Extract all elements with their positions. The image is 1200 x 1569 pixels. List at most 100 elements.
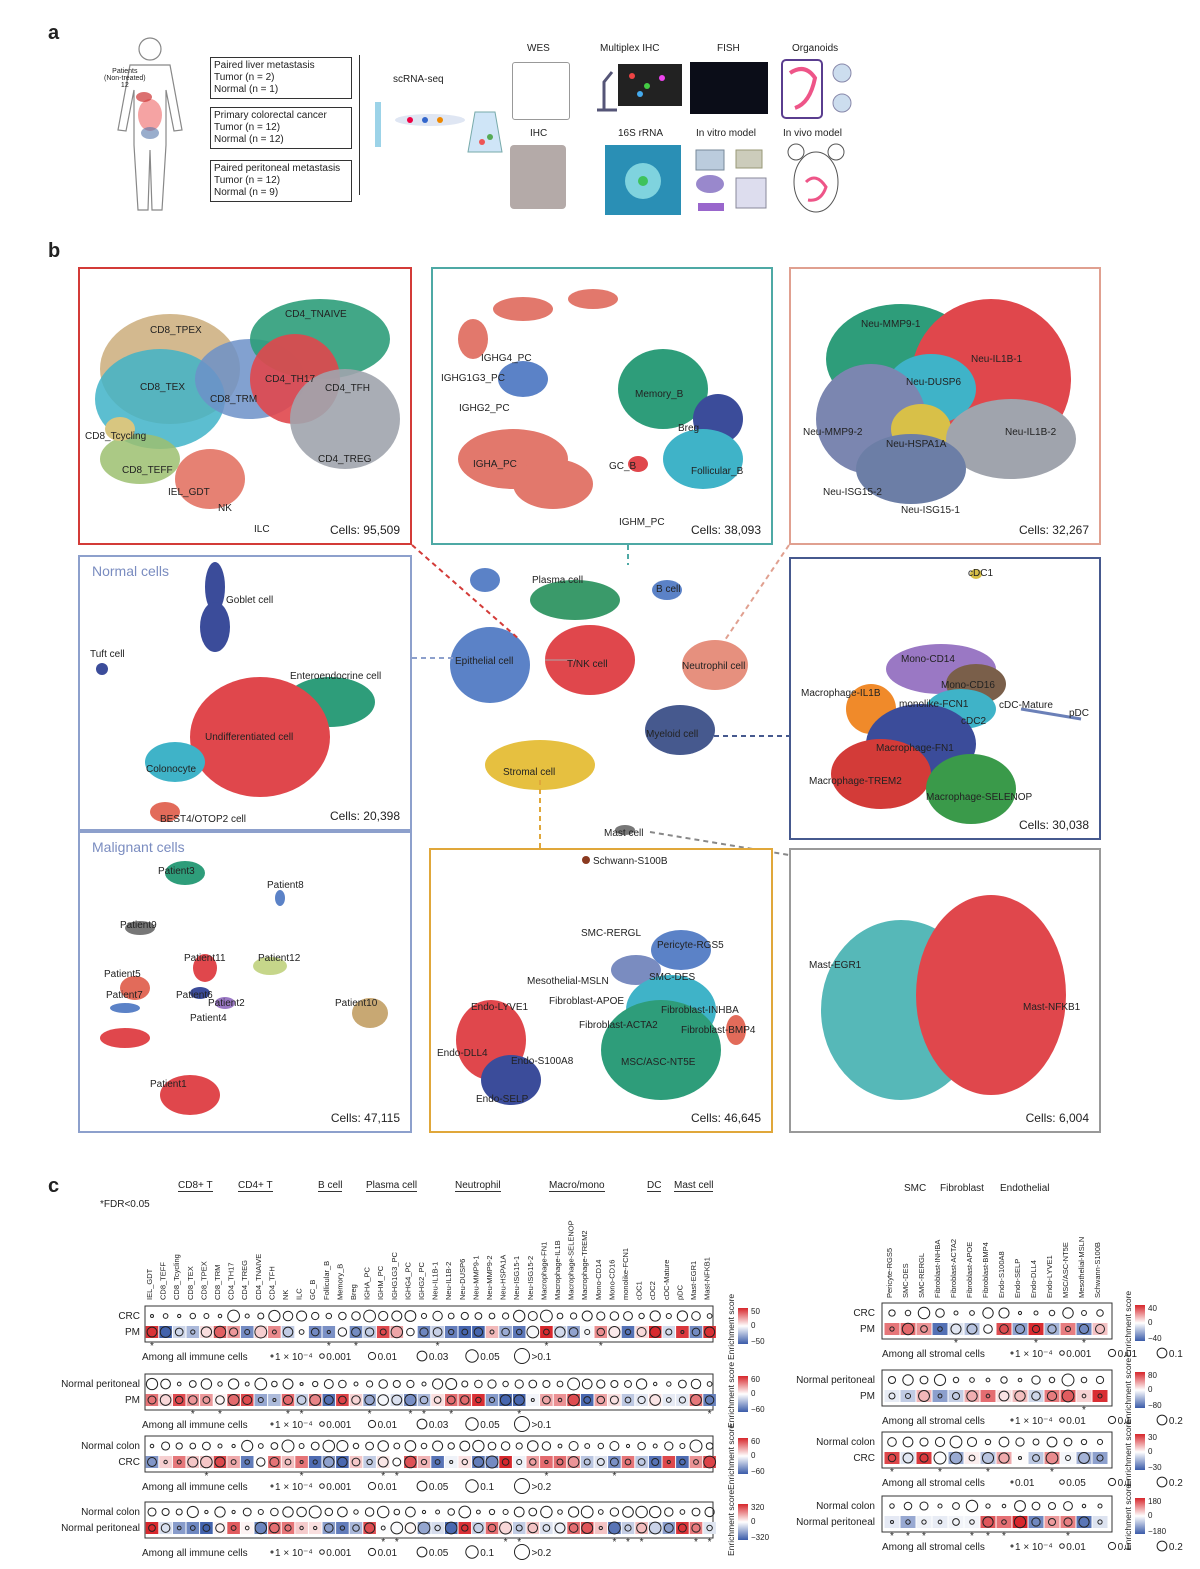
significance-star: * (890, 1467, 894, 1478)
enrichment-dot (985, 1393, 991, 1399)
enrichment-dot (568, 1440, 579, 1452)
enrichment-dot (217, 1443, 223, 1449)
enrichment-cell (308, 1394, 322, 1406)
enrichment-dot (556, 1312, 564, 1320)
enrichment-cell (948, 1390, 964, 1402)
enrichment-cell (932, 1323, 948, 1335)
heatmap-block-frame (144, 1373, 714, 1411)
enrichment-dot (1033, 1310, 1039, 1316)
enrichment-dot (227, 1393, 240, 1407)
enrichment-dot (446, 1395, 456, 1405)
enrichment-cell (349, 1522, 363, 1534)
significance-star: * (694, 1537, 698, 1548)
panel-label-c: c (48, 1175, 60, 1197)
enrichment-dot (378, 1379, 388, 1389)
enrichment-dot (176, 1525, 182, 1531)
method-invivo: In vivo model (783, 128, 842, 139)
significance-star: * (922, 1531, 926, 1542)
enrichment-cell (621, 1326, 635, 1338)
cluster-label: IEL_GDT (168, 487, 210, 498)
enrichment-cell (444, 1522, 458, 1534)
mast-umap (821, 895, 1066, 1100)
enrichment-dot (461, 1524, 469, 1532)
enrichment-dot (257, 1508, 264, 1516)
size-legend-dot (270, 1550, 274, 1554)
size-legend-label: 1 × 10⁻⁴ (1015, 1416, 1053, 1427)
enrichment-cell (594, 1394, 608, 1406)
group-header: SMC (904, 1183, 927, 1194)
enrichment-dot (244, 1459, 250, 1465)
size-legend-dot (1107, 1348, 1117, 1358)
enrichment-cell (444, 1456, 458, 1468)
enrichment-dot (432, 1310, 443, 1322)
enrichment-cell (608, 1522, 621, 1534)
enrichment-dot (635, 1378, 648, 1390)
column-label: IGHG1G3_PC (390, 1251, 399, 1300)
enrichment-cell (200, 1522, 213, 1534)
enrichment-cell (1092, 1516, 1108, 1528)
enrichment-dot (281, 1439, 295, 1453)
enrichment-dot (638, 1312, 645, 1320)
enrichment-dot (1095, 1375, 1105, 1385)
enrichment-dot (202, 1524, 211, 1532)
enrichment-cell (1028, 1323, 1044, 1335)
enrichment-cell (1060, 1323, 1076, 1335)
enrichment-dot (889, 1519, 895, 1525)
significance-star: * (1082, 1405, 1086, 1416)
enrichment-dot (690, 1378, 702, 1390)
size-legend-label: 0.1 (1118, 1478, 1132, 1489)
stromal-panel: Schwann-S100B SMC-RERGL Pericyte-RGS5 Me… (429, 848, 773, 1133)
enrichment-dot (703, 1455, 717, 1469)
normal-umap (96, 562, 375, 822)
enrichment-dot (649, 1505, 662, 1519)
size-legend-label: 0.2 (1169, 1416, 1183, 1427)
enrichment-dot (284, 1524, 292, 1532)
heatmap-block-frame (144, 1305, 714, 1343)
enrichment-dot (677, 1523, 687, 1533)
cluster-label: Neu-DUSP6 (906, 377, 962, 388)
enrichment-cell (553, 1522, 567, 1534)
enrichment-dot (663, 1523, 674, 1533)
enrichment-dot (1078, 1452, 1090, 1464)
group-title: Paired liver metastasis (214, 60, 315, 71)
cluster-label: CD8_TRM (210, 394, 258, 405)
enrichment-cell (676, 1326, 689, 1338)
size-legend-label: 0.01 (1015, 1478, 1035, 1489)
significance-star: * (612, 1537, 616, 1548)
enrichment-cell (580, 1456, 594, 1468)
normal-panel: Normal cells Goblet cell Tuft cell Enter… (78, 555, 412, 831)
enrichment-dot (244, 1525, 250, 1531)
cluster-label: Neu-ISG15-1 (901, 505, 960, 516)
cluster-label: Patient4 (190, 1013, 227, 1024)
cluster-label: Neu-IL1B-1 (971, 354, 1023, 365)
column-label: Fibroblast-INHBA (933, 1240, 942, 1298)
enrichment-dot (1031, 1375, 1041, 1385)
enrichment-dot (447, 1312, 455, 1320)
enrichment-dot (1096, 1438, 1104, 1446)
enrichment-dot (244, 1329, 251, 1335)
significance-star: * (708, 1537, 712, 1548)
group-line: Normal (n = 9) (214, 187, 279, 198)
enrichment-dot (392, 1457, 402, 1467)
enrichment-dot (554, 1522, 566, 1534)
enrichment-dot (919, 1453, 929, 1463)
enrichment-dot (189, 1312, 197, 1320)
invitro-icon (694, 148, 774, 214)
enrichment-cell (240, 1326, 254, 1338)
enrichment-dot (999, 1324, 1009, 1334)
size-legend-dot (465, 1545, 479, 1559)
cluster-label: Patient3 (158, 866, 195, 877)
group-header: Fibroblast (940, 1183, 984, 1194)
significance-star: * (986, 1467, 990, 1478)
group-box-liver: Paired liver metastasis Tumor (n = 2) No… (210, 57, 352, 99)
size-legend-label: 1 × 10⁻⁴ (1015, 1542, 1053, 1553)
bcell-umap (458, 289, 743, 509)
significance-star: * (436, 1341, 440, 1352)
enrichment-dot (421, 1509, 427, 1515)
column-label: Mono-CD14 (594, 1260, 603, 1300)
column-label: IGHG4_PC (403, 1261, 412, 1300)
enrichment-dot (461, 1328, 469, 1336)
enrichment-cell (932, 1390, 948, 1402)
scale-tick: −30 (1148, 1463, 1162, 1472)
enrichment-dot (919, 1437, 929, 1447)
